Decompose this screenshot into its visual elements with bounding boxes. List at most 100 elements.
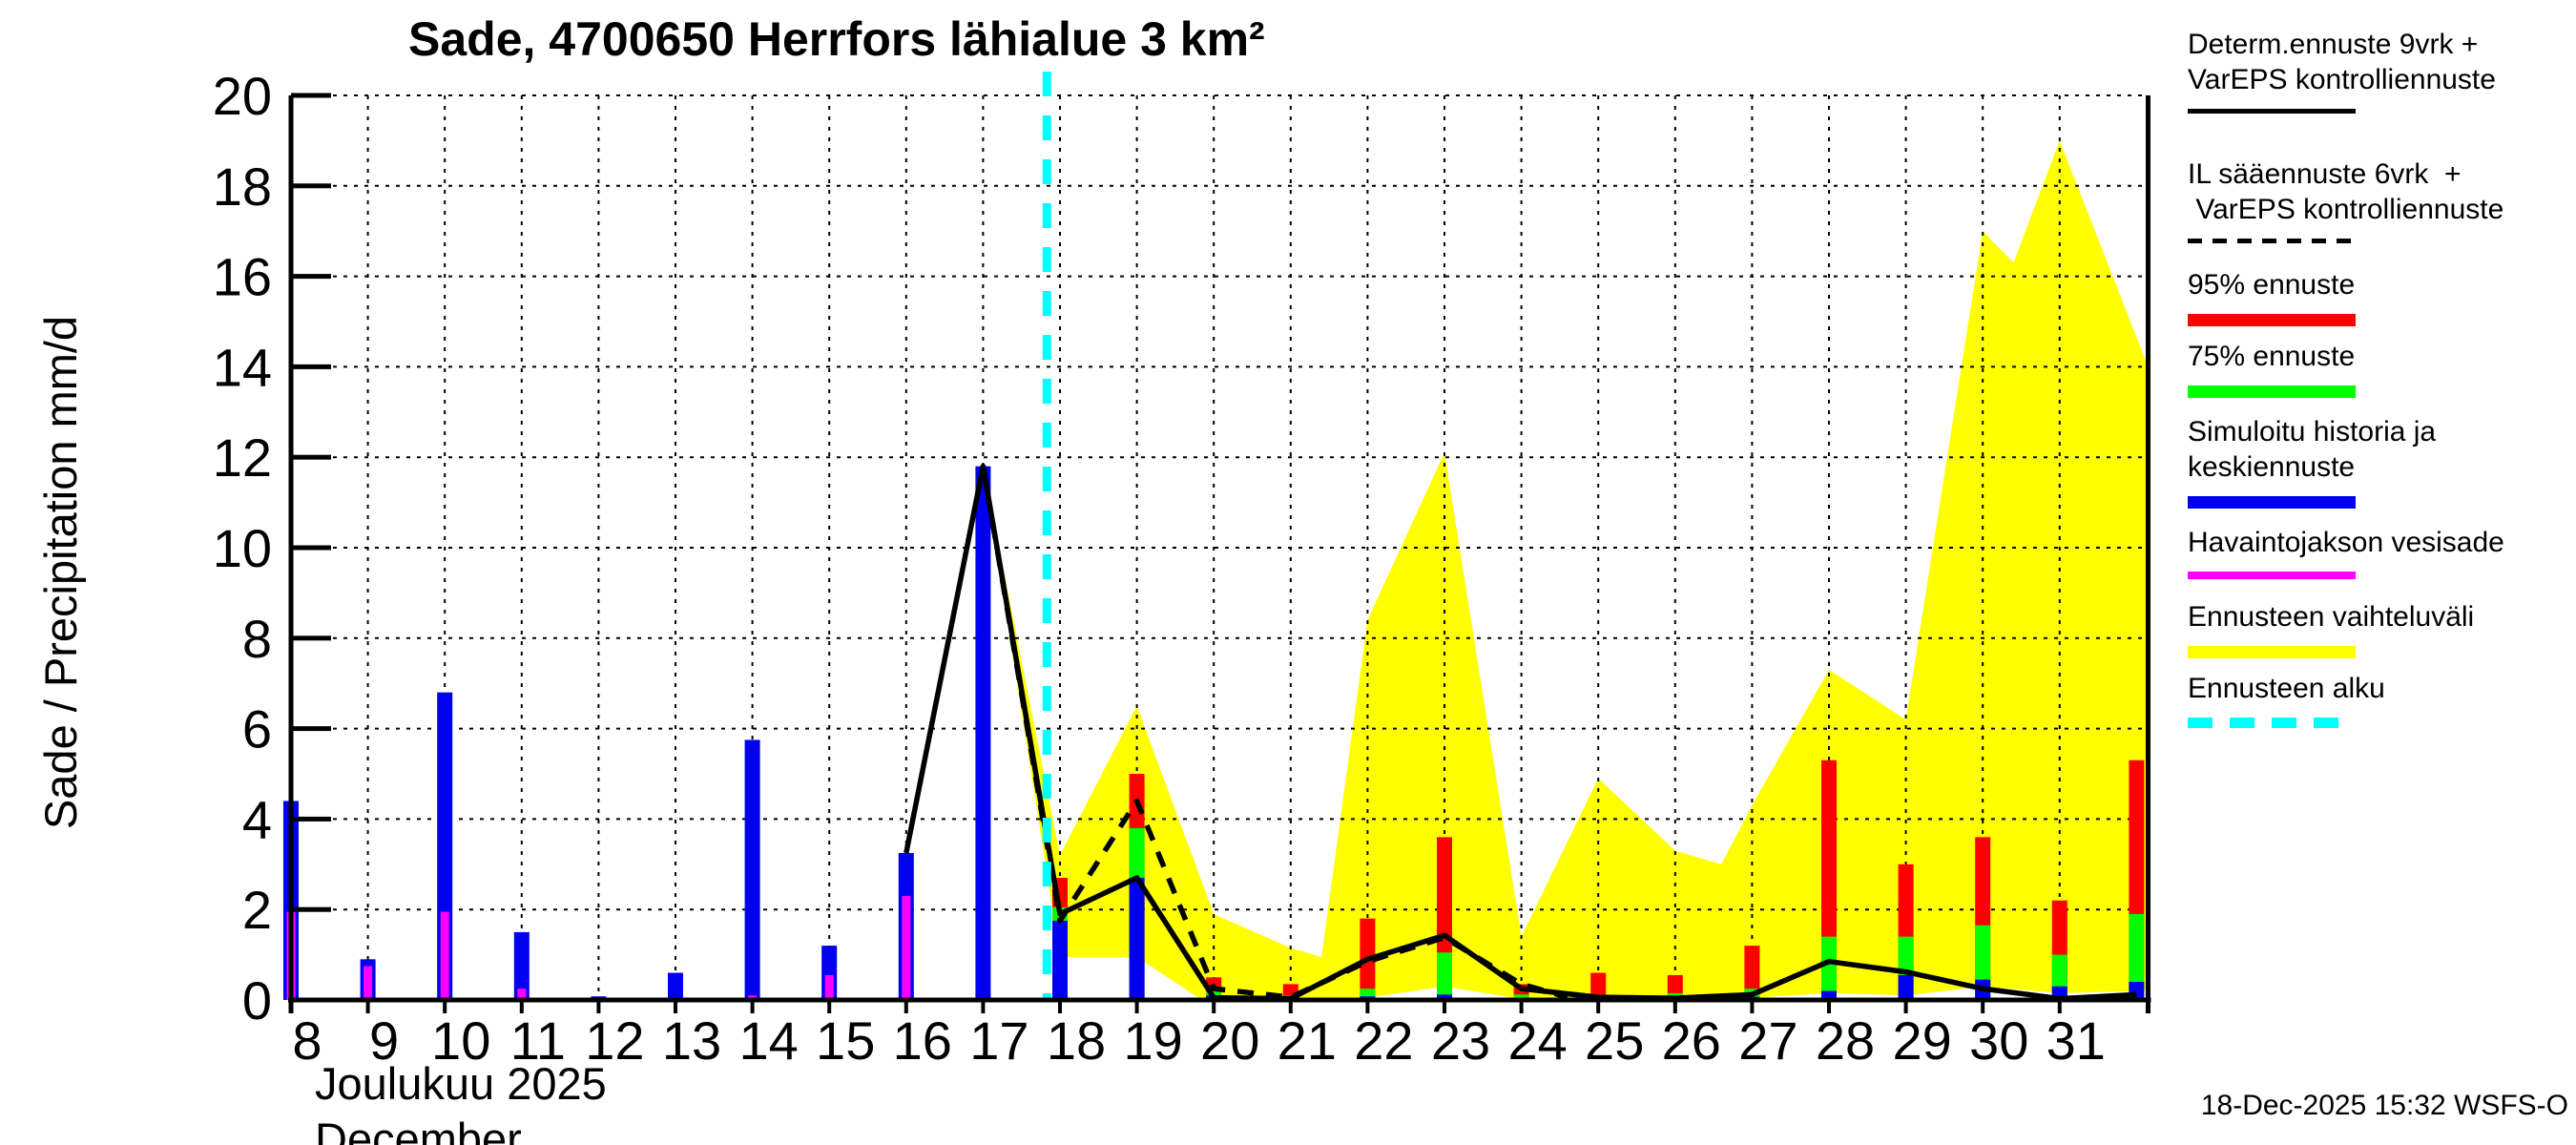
observed-bar-day-11 bbox=[517, 989, 527, 1000]
p75-bar-day-28 bbox=[1821, 936, 1837, 1000]
y-tick-12 bbox=[291, 454, 331, 460]
legend-item-5-label-1: Simuloitu historia ja bbox=[2188, 416, 2437, 448]
x-axis-line bbox=[288, 997, 2151, 1003]
x-tick-label-12: 12 bbox=[585, 1010, 644, 1071]
legend-sample-thick-bar bbox=[2188, 496, 2356, 509]
x-tick-day-17 bbox=[981, 1000, 986, 1013]
x-tick-label-23: 23 bbox=[1431, 1010, 1490, 1071]
x-tick-day-14 bbox=[750, 1000, 755, 1013]
legend-item-7: Ennusteen vaihteluväli bbox=[2188, 599, 2573, 658]
y-tick-16 bbox=[291, 274, 331, 280]
y-tick-label-18: 18 bbox=[213, 156, 272, 217]
x-axis-month-label-en: December bbox=[315, 1114, 522, 1145]
y-tick-10 bbox=[291, 545, 331, 551]
observed-bar-day-15 bbox=[824, 974, 834, 1000]
x-tick-day-11 bbox=[519, 1000, 524, 1013]
legend-item-1-label-2: VarEPS kontrolliennuste bbox=[2188, 64, 2496, 95]
x-tick-label-15: 15 bbox=[816, 1010, 875, 1071]
x-tick-day-27 bbox=[1750, 1000, 1755, 1013]
x-tick-day-13 bbox=[674, 1000, 677, 1013]
forecast-mean-bar-day-19 bbox=[1129, 878, 1145, 1000]
x-tick-day-23 bbox=[1443, 1000, 1446, 1013]
x-tick-label-30: 30 bbox=[1969, 1010, 2028, 1071]
y-tick-label-16: 16 bbox=[213, 247, 272, 307]
y-tick-8 bbox=[291, 635, 331, 641]
x-tick-label-19: 19 bbox=[1123, 1010, 1182, 1071]
x-tick-label-13: 13 bbox=[662, 1010, 721, 1071]
y-tick-14 bbox=[291, 364, 331, 369]
x-tick-label-8: 8 bbox=[292, 1010, 322, 1071]
x-tick-day-15 bbox=[827, 1000, 832, 1013]
x-tick-label-31: 31 bbox=[2046, 1010, 2106, 1071]
p75-bar-day-23 bbox=[1437, 952, 1452, 1000]
y-axis-label: Sade / Precipitation mm/d bbox=[35, 316, 86, 829]
legend-item-8-label-1: Ennusteen alku bbox=[2188, 673, 2385, 704]
p75-bar-day-24 bbox=[1513, 994, 1529, 1000]
y-tick-label-20: 20 bbox=[213, 66, 272, 126]
y-tick-label-8: 8 bbox=[242, 609, 272, 669]
p95-bar-day-27 bbox=[1744, 946, 1760, 1000]
y-tick-label-10: 10 bbox=[213, 518, 272, 578]
x-tick-day-24 bbox=[1519, 1000, 1524, 1013]
x-axis-month-label-fi: Joulukuu 2025 bbox=[315, 1058, 607, 1109]
forecast-mean-bar-day-29 bbox=[1898, 974, 1914, 1000]
y-tick-20 bbox=[291, 93, 331, 98]
forecast-mean-bar-day-28 bbox=[1821, 990, 1837, 1000]
legend-item-8: Ennusteen alku bbox=[2188, 671, 2573, 728]
y-tick-label-6: 6 bbox=[242, 699, 272, 760]
forecast-mean-bar-day-23 bbox=[1437, 994, 1452, 1000]
x-tick-day-26 bbox=[1672, 1000, 1677, 1013]
legend-sample-medium-line bbox=[2188, 572, 2356, 579]
x-tick-label-26: 26 bbox=[1662, 1010, 1721, 1071]
legend-item-4: 75% ennuste bbox=[2188, 339, 2573, 398]
p75-bar-day-32 bbox=[2129, 913, 2145, 1000]
y-tick-18 bbox=[291, 183, 331, 189]
observed-bar-day-9 bbox=[364, 966, 373, 1000]
legend-item-3-label-1: 95% ennuste bbox=[2188, 269, 2356, 301]
y-tick-label-0: 0 bbox=[242, 970, 272, 1030]
x-tick-label-29: 29 bbox=[1892, 1010, 1951, 1071]
x-tick-day-20 bbox=[1212, 1000, 1216, 1013]
x-tick-day-10 bbox=[443, 1000, 447, 1013]
y-tick-6 bbox=[291, 726, 331, 732]
legend-item-2: IL sääennuste 6vrk + VarEPS kontrollienn… bbox=[2188, 156, 2573, 243]
x-tick-day-19 bbox=[1134, 1000, 1139, 1013]
legend-item-3: 95% ennuste bbox=[2188, 267, 2573, 326]
x-tick-day-29 bbox=[1903, 1000, 1908, 1013]
x-tick-day-8 bbox=[289, 1000, 293, 1013]
observed-bar-day-10 bbox=[440, 911, 449, 1000]
legend-item-6-label-1: Havaintojakson vesisade bbox=[2188, 527, 2504, 558]
x-tick-day-16 bbox=[904, 1000, 908, 1013]
legend-item-2-label-2: VarEPS kontrolliennuste bbox=[2188, 194, 2504, 225]
legend-sample-dashed-line bbox=[2188, 239, 2356, 243]
y-tick-label-14: 14 bbox=[213, 337, 272, 397]
legend-sample-thick-bar bbox=[2188, 646, 2356, 658]
legend-sample-thick-bar bbox=[2188, 314, 2356, 326]
x-tick-label-21: 21 bbox=[1278, 1010, 1337, 1071]
x-tick-day-31 bbox=[2057, 1000, 2062, 1013]
history-mean-bar-day-14 bbox=[744, 739, 760, 1000]
x-tick-label-20: 20 bbox=[1200, 1010, 1259, 1071]
observed-bar-day-16 bbox=[902, 895, 911, 1000]
plot-generated-layer: 8 9 10 11 12 13 14 15 16 17 18 19 20 21 22 23 24 25 26 27 28… bbox=[213, 66, 2151, 1071]
history-mean-bar-day-11 bbox=[513, 931, 530, 1000]
x-tick-label-18: 18 bbox=[1047, 1010, 1106, 1071]
x-tick-day-28 bbox=[1827, 1000, 1831, 1013]
legend-item-7-label-1: Ennusteen vaihteluväli bbox=[2188, 601, 2475, 633]
history-mean-bar-day-17 bbox=[975, 466, 991, 1000]
x-tick-label-22: 22 bbox=[1354, 1010, 1413, 1071]
y-tick-0 bbox=[291, 997, 331, 1003]
p95-bar-day-25 bbox=[1590, 972, 1607, 1000]
x-tick-day-30 bbox=[1981, 1000, 1985, 1013]
x-tick-label-28: 28 bbox=[1816, 1010, 1875, 1071]
forecast-mean-bar-day-18 bbox=[1052, 921, 1068, 1000]
y-axis-line bbox=[288, 95, 294, 1013]
y-tick-4 bbox=[291, 816, 331, 822]
x-tick-label-14: 14 bbox=[738, 1010, 798, 1071]
legend-item-2-label-1: IL sääennuste 6vrk + bbox=[2188, 158, 2462, 190]
legend-sample-solid-line bbox=[2188, 109, 2356, 114]
y-tick-2 bbox=[291, 906, 331, 912]
legend-item-5-label-2: keskiennuste bbox=[2188, 451, 2356, 483]
x-tick-day-21 bbox=[1288, 1000, 1293, 1013]
